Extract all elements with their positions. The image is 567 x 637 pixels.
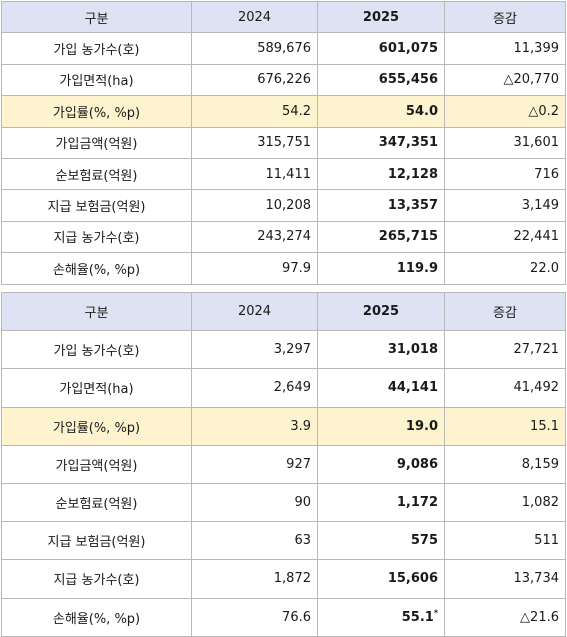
value-2025: 9,086 [317, 444, 445, 484]
value-2025: 655,456 [317, 63, 445, 97]
row-label: 가입면적(ha) [1, 63, 192, 97]
value-2024: 315,751 [191, 126, 318, 159]
table-row: 가입금액(억원) 315,751 347,351 31,601 [1, 126, 566, 159]
value-2024: 243,274 [191, 220, 318, 254]
table-row: 가입면적(ha) 2,649 44,141 41,492 [1, 368, 566, 408]
value-2025: 15,606 [317, 559, 445, 599]
value-change: 8,159 [444, 444, 566, 484]
value-change: 13,734 [444, 559, 566, 599]
value-2024: 1,872 [191, 559, 318, 599]
footnote-marker: * [433, 608, 438, 618]
row-label: 가입면적(ha) [1, 368, 192, 408]
value-change: 22.0 [444, 252, 566, 285]
header-row: 구분 2024 2025 증감 [1, 0, 566, 34]
header-row: 구분 2024 2025 증감 [1, 291, 566, 332]
value-2024: 2,649 [191, 368, 318, 408]
value-2025-cell: 55.1* [317, 597, 445, 637]
table-row: 손해율(%, %p) 76.6 55.1* △21.6 [1, 597, 566, 637]
value-2025: 1,172 [317, 482, 445, 523]
header-2025: 2025 [317, 291, 445, 332]
row-label: 가입금액(억원) [1, 126, 192, 159]
value-2024: 927 [191, 444, 318, 484]
table-row-highlighted: 가입률(%, %p) 54.2 54.0 △0.2 [1, 95, 566, 128]
row-label: 가입 농가수(호) [1, 32, 192, 65]
row-label: 손해율(%, %p) [1, 597, 192, 637]
row-label: 지급 농가수(호) [1, 220, 192, 254]
row-label: 순보험료(억원) [1, 482, 192, 523]
value-change: △0.2 [444, 95, 566, 128]
value-2024: 97.9 [191, 252, 318, 285]
table-row-highlighted: 가입률(%, %p) 3.9 19.0 15.1 [1, 406, 566, 446]
row-label: 지급 보험금(억원) [1, 521, 192, 561]
table-row: 지급 보험금(억원) 63 575 511 [1, 521, 566, 561]
value-change: 11,399 [444, 32, 566, 65]
value-2025: 265,715 [317, 220, 445, 254]
value-change: 41,492 [444, 368, 566, 408]
row-label: 손해율(%, %p) [1, 252, 192, 285]
value-2025: 575 [317, 521, 445, 561]
value-change: 511 [444, 521, 566, 561]
value-2025: 19.0 [317, 406, 445, 446]
table-row: 지급 보험금(억원) 10,208 13,357 3,149 [1, 189, 566, 222]
value-2025: 44,141 [317, 368, 445, 408]
value-2025: 601,075 [317, 32, 445, 65]
value-2024: 90 [191, 482, 318, 523]
header-2024: 2024 [191, 0, 318, 34]
value-change: 1,082 [444, 482, 566, 523]
value-2024: 10,208 [191, 189, 318, 222]
value-2024: 54.2 [191, 95, 318, 128]
header-2024: 2024 [191, 291, 318, 332]
value-2025: 119.9 [317, 252, 445, 285]
header-change: 증감 [444, 0, 566, 34]
row-label: 순보험료(억원) [1, 157, 192, 191]
value-change: 3,149 [444, 189, 566, 222]
table-row: 가입 농가수(호) 589,676 601,075 11,399 [1, 32, 566, 65]
header-2025: 2025 [317, 0, 445, 34]
header-category: 구분 [1, 0, 192, 34]
table-row: 손해율(%, %p) 97.9 119.9 22.0 [1, 252, 566, 285]
value-change: 716 [444, 157, 566, 191]
value-change: △21.6 [444, 597, 566, 637]
value-2024: 11,411 [191, 157, 318, 191]
value-2024: 589,676 [191, 32, 318, 65]
table-row: 가입 농가수(호) 3,297 31,018 27,721 [1, 330, 566, 370]
row-label: 가입 농가수(호) [1, 330, 192, 370]
value-2025: 347,351 [317, 126, 445, 159]
value-2025: 13,357 [317, 189, 445, 222]
table-row: 순보험료(억원) 11,411 12,128 716 [1, 157, 566, 191]
row-label: 지급 보험금(억원) [1, 189, 192, 222]
value-2024: 63 [191, 521, 318, 561]
value-2025: 55.1 [401, 609, 434, 625]
value-2024: 676,226 [191, 63, 318, 97]
header-category: 구분 [1, 291, 192, 332]
value-2025: 54.0 [317, 95, 445, 128]
value-change: 22,441 [444, 220, 566, 254]
header-change: 증감 [444, 291, 566, 332]
table-row: 순보험료(억원) 90 1,172 1,082 [1, 482, 566, 523]
value-2025: 12,128 [317, 157, 445, 191]
value-change: 15.1 [444, 406, 566, 446]
row-label: 가입금액(억원) [1, 444, 192, 484]
value-2024: 3,297 [191, 330, 318, 370]
value-2024: 3.9 [191, 406, 318, 446]
value-change: 31,601 [444, 126, 566, 159]
row-label: 가입률(%, %p) [1, 95, 192, 128]
row-label: 지급 농가수(호) [1, 559, 192, 599]
value-change: △20,770 [444, 63, 566, 97]
value-change: 27,721 [444, 330, 566, 370]
insurance-table-2: 구분 2024 2025 증감 가입 농가수(호) 3,297 31,018 2… [1, 291, 566, 637]
table-row: 지급 농가수(호) 243,274 265,715 22,441 [1, 220, 566, 254]
row-label: 가입률(%, %p) [1, 406, 192, 446]
value-2025: 31,018 [317, 330, 445, 370]
table-row: 가입금액(억원) 927 9,086 8,159 [1, 444, 566, 484]
table-row: 가입면적(ha) 676,226 655,456 △20,770 [1, 63, 566, 97]
insurance-table-1: 구분 2024 2025 증감 가입 농가수(호) 589,676 601,07… [1, 0, 566, 285]
table-row: 지급 농가수(호) 1,872 15,606 13,734 [1, 559, 566, 599]
value-2024: 76.6 [191, 597, 318, 637]
